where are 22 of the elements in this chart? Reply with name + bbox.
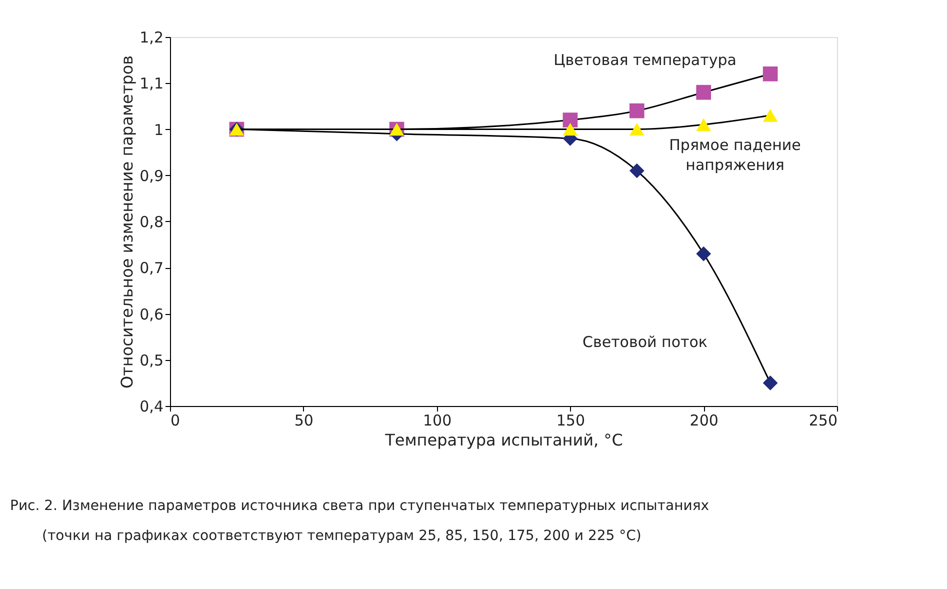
y-tick-label: 0,8 (140, 213, 164, 231)
x-tick-label: 100 (422, 412, 452, 430)
y-tick-label: 0,7 (140, 259, 164, 278)
x-tick-label: 150 (556, 412, 586, 430)
y-tick-label: 1,2 (140, 28, 164, 46)
annotation: Цветовая температура (554, 51, 736, 69)
annotation: Световой поток (582, 333, 708, 351)
y-axis-title: Относительное изменение параметров (118, 55, 137, 389)
x-tick-label: 0 (170, 412, 180, 430)
x-tick-label: 200 (690, 412, 718, 430)
annotation: Прямое падение напряжения (669, 136, 801, 174)
y-tick-label: 0,6 (140, 305, 164, 324)
y-tick-label: 1 (154, 120, 164, 139)
y-tick-label: 1,1 (140, 74, 164, 93)
x-tick-label: 50 (294, 412, 314, 430)
x-axis-title: Температура испытаний, °C (384, 430, 623, 450)
y-tick-label: 0,5 (140, 351, 164, 370)
text: Рис. 2. Изменение параметров источника света при ступенчатых температурных испытаниях (10, 498, 710, 514)
x-tick-label: 250 (808, 412, 838, 430)
text: (точки на графиках соответствуют температурам 25, 85, 150, 175, 200 и 225 °C) (42, 528, 642, 544)
y-tick-label: 0,4 (140, 398, 164, 416)
y-tick-label: 0,9 (140, 166, 164, 185)
